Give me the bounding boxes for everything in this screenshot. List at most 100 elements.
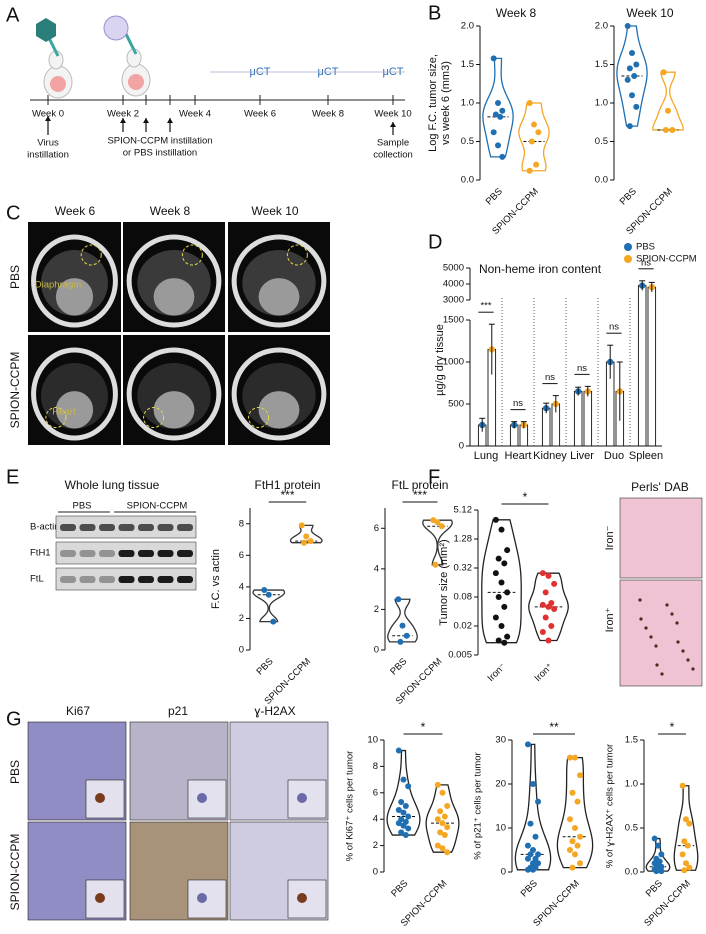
y-tick-label: 5000 [443, 263, 464, 274]
data-point [662, 126, 669, 133]
chart-title: Week 8 [496, 6, 537, 20]
y-tick-label: 2 [374, 604, 379, 615]
data-point [490, 129, 497, 136]
arrow-head [143, 118, 149, 123]
data-point [535, 129, 542, 136]
data-point [683, 816, 689, 823]
y-tick-label: 0 [373, 867, 378, 878]
ct-organ [153, 391, 195, 429]
data-point [532, 855, 539, 862]
blot-row-label: B-actin [30, 522, 60, 533]
data-point [539, 601, 546, 608]
blot-title: Whole lung tissue [65, 478, 160, 492]
ct-annotation: Diaphragm [35, 280, 82, 291]
data-point [495, 100, 501, 106]
data-point [524, 866, 531, 873]
data-point [398, 799, 405, 806]
data-point [624, 76, 631, 83]
violin [514, 743, 552, 871]
blot-band [118, 550, 135, 557]
legend-swatch [624, 255, 632, 263]
week-label: Week 6 [244, 109, 276, 120]
data-point [686, 820, 693, 827]
data-point [298, 522, 305, 529]
data-point [270, 618, 277, 625]
data-point [432, 561, 439, 568]
histology-inset [85, 779, 125, 819]
ct-thorax [31, 347, 118, 441]
data-point [653, 868, 660, 875]
data-point [527, 820, 534, 827]
chart-title: Non-heme iron content [479, 262, 602, 276]
data-point [577, 860, 584, 867]
data-point [402, 832, 409, 839]
blot-group: PBS [72, 501, 91, 512]
iron-stain [686, 658, 690, 662]
violin [616, 25, 648, 127]
x-tick-label: Duo [604, 450, 624, 462]
data-point [501, 560, 508, 567]
data-point [626, 123, 633, 130]
data-point [398, 829, 405, 836]
violin [289, 524, 323, 544]
data-point [399, 622, 406, 629]
y-tick-label: 10 [495, 823, 506, 834]
event-label: instillation [27, 150, 69, 161]
y-tick-label: 5.12 [454, 505, 473, 516]
data-point [683, 860, 689, 867]
data-point [441, 832, 448, 839]
data-point [551, 606, 558, 613]
data-point [527, 851, 534, 858]
arrow-head [45, 116, 51, 121]
data-point [400, 822, 407, 829]
x-tick-label: Lung [474, 450, 498, 462]
row-label: SPION-CCPM [8, 352, 22, 429]
tumor-marker [143, 407, 165, 428]
data-point [526, 100, 533, 106]
data-point [545, 637, 552, 644]
y-tick-label: 2.0 [461, 21, 474, 32]
panel-letter: C [6, 202, 20, 224]
panel-letter: E [6, 466, 19, 488]
mouse-lung [128, 74, 144, 90]
data-point [439, 820, 446, 827]
event-label: Virus [37, 138, 59, 149]
y-tick-label: 0 [501, 867, 506, 878]
iron-stain [681, 649, 685, 653]
violin [422, 519, 453, 566]
ct-organ [55, 278, 94, 316]
data-point [535, 860, 542, 867]
row-label: Iron⁻ [604, 525, 616, 550]
significance-label: *** [413, 488, 427, 502]
row-label: PBS [8, 760, 22, 784]
data-point [566, 754, 573, 761]
column-header: ɣ-H2AX [254, 704, 295, 718]
data-point [498, 526, 505, 533]
data-point [535, 851, 542, 858]
chart-title: Week 10 [626, 6, 673, 20]
legend-label: PBS [636, 242, 655, 253]
data-point [539, 629, 546, 636]
data-point [686, 864, 693, 871]
ct-annotation: Heart [52, 407, 76, 418]
data-point [524, 741, 531, 748]
blot-band [157, 550, 174, 557]
y-tick-label: 1.0 [595, 98, 608, 109]
data-point [572, 825, 578, 831]
histology-inset [85, 879, 125, 919]
data-point [504, 589, 511, 596]
data-point [530, 860, 536, 867]
data-point [629, 49, 635, 56]
y-tick-label: 1.0 [625, 779, 638, 790]
data-point [439, 789, 446, 796]
data-point [569, 789, 576, 796]
event-label: Sample [377, 138, 409, 149]
blot-band [157, 576, 174, 583]
y-axis-label: % of p21⁺ cells per tumor [473, 752, 484, 859]
iron-stain [655, 663, 659, 667]
column-header: Week 10 [251, 204, 298, 218]
data-point [403, 632, 410, 639]
nucleus [95, 893, 105, 903]
iron-stain [639, 617, 643, 621]
